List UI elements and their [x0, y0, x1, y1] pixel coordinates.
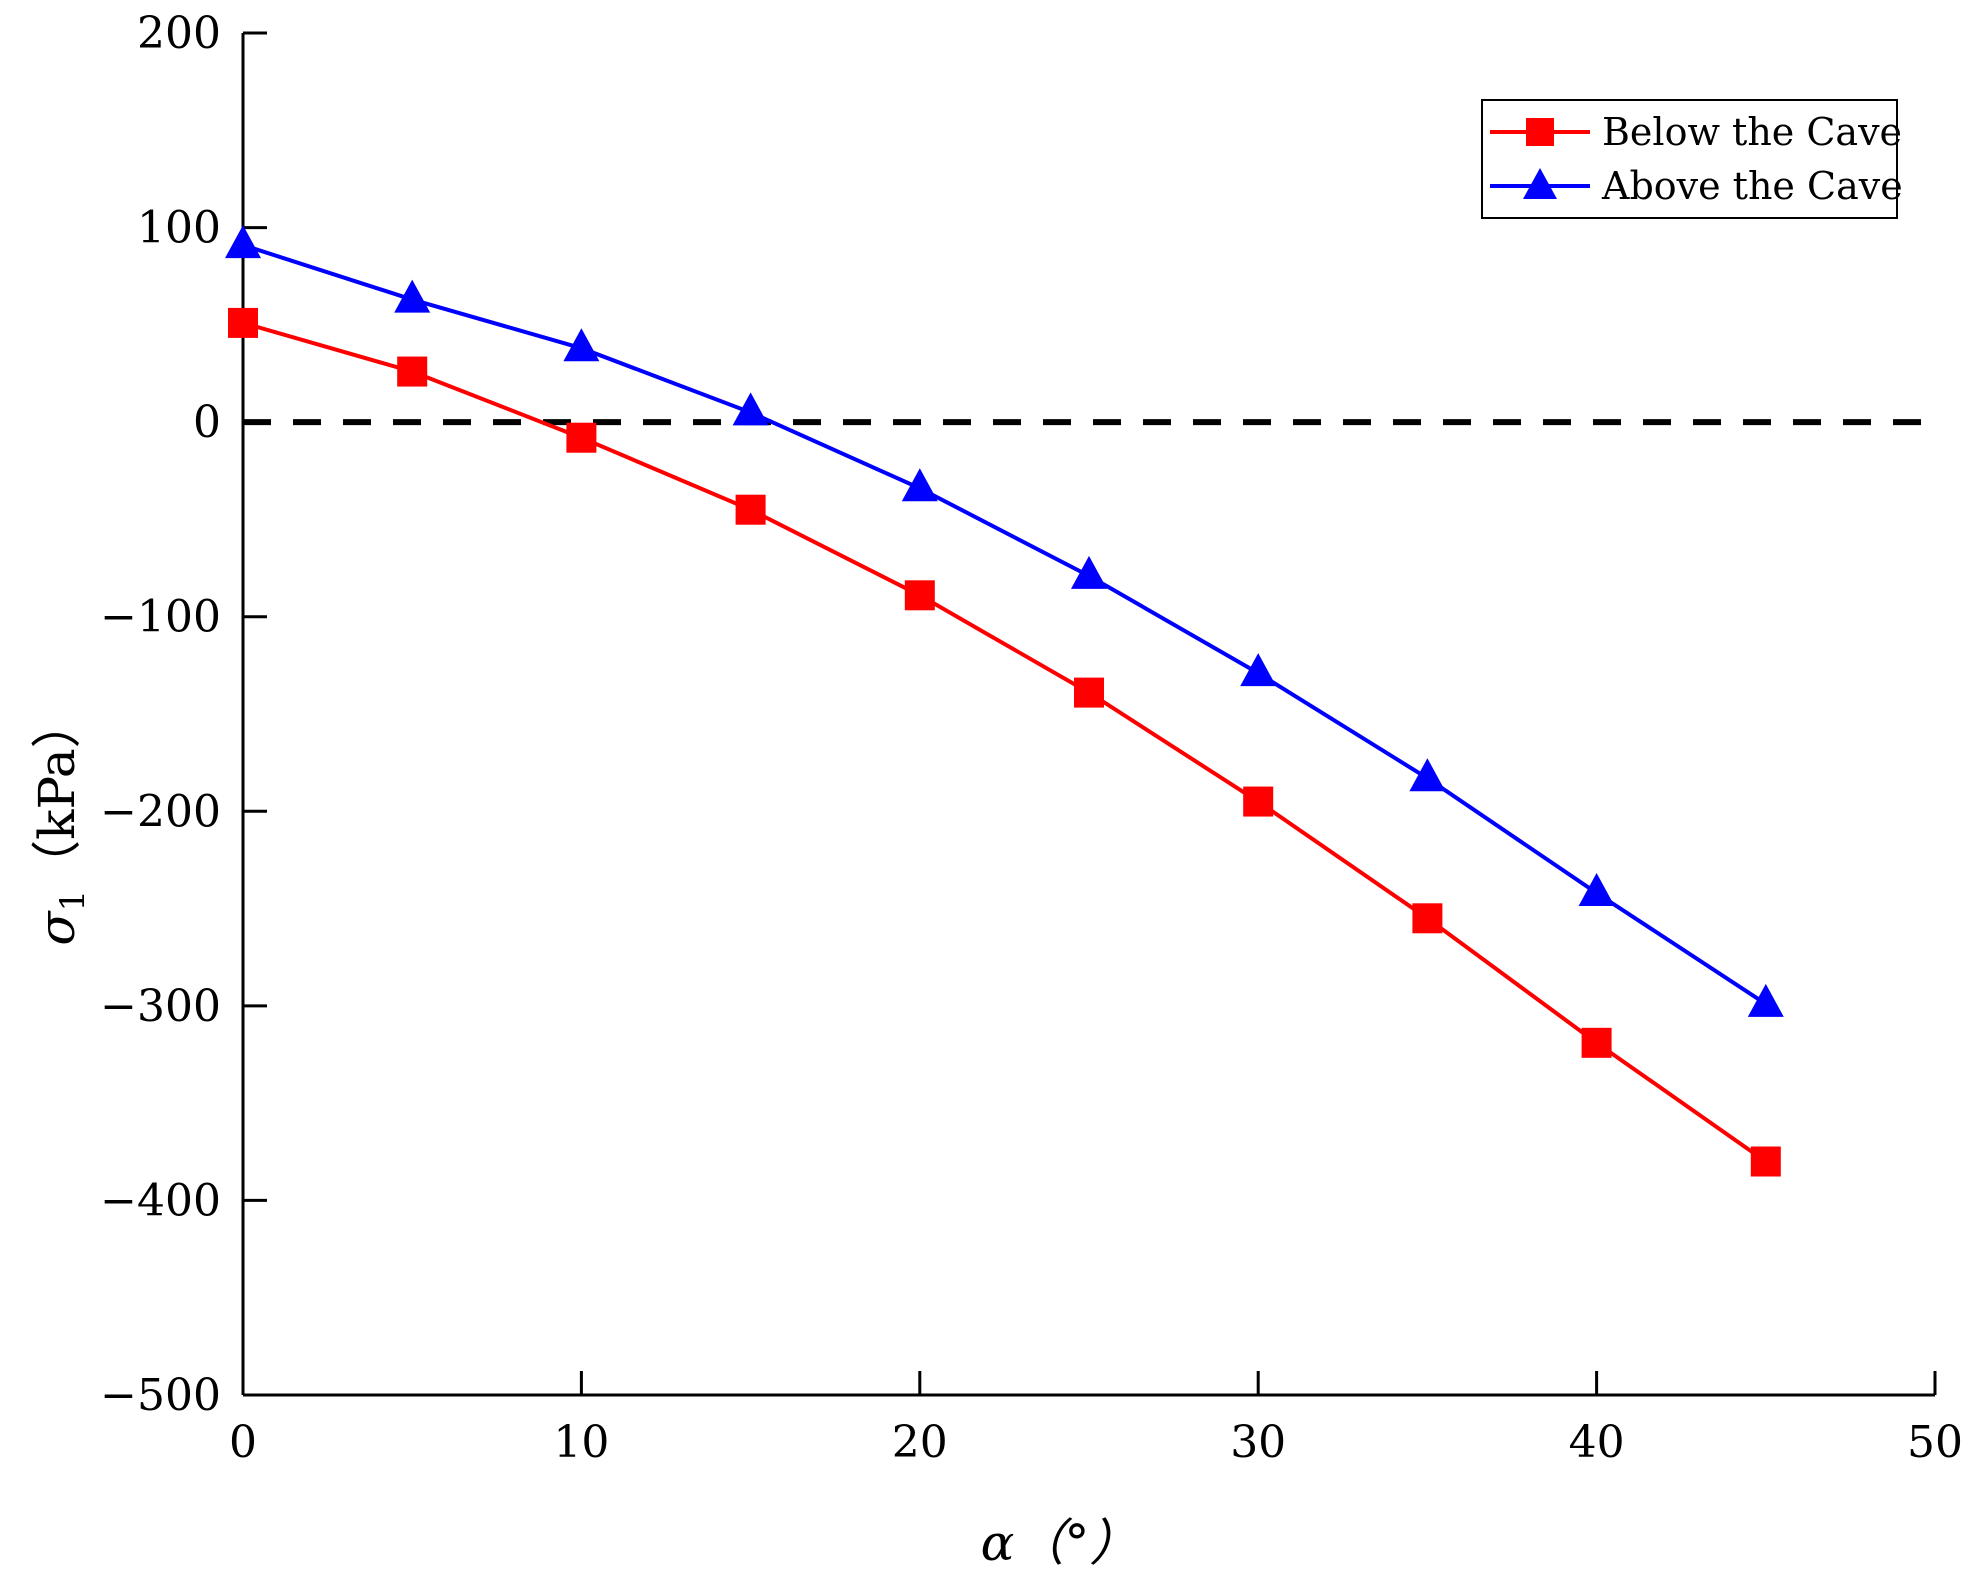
y-tick-label: −200 — [100, 786, 221, 837]
data-point-square — [397, 356, 428, 387]
x-tick-label: 0 — [229, 1417, 257, 1468]
data-point-square — [1750, 1146, 1781, 1177]
series-line-0 — [242, 320, 1767, 1164]
legend-marker-triangle — [1523, 168, 1557, 199]
data-point-triangle — [732, 392, 769, 426]
data-point-square — [735, 494, 766, 525]
legend-label-below: Below the Cave — [1602, 110, 1902, 154]
x-tick-label: 20 — [892, 1417, 948, 1468]
y-tick-label: 0 — [193, 397, 221, 448]
data-point-square — [1074, 677, 1104, 708]
legend-item-below-the-cave: Below the Cave — [1490, 110, 1902, 154]
legend: Below the Cave Above the Cave — [1481, 99, 1903, 219]
data-point-triangle — [1409, 758, 1446, 792]
x-axis-title: α（°） — [981, 1514, 1140, 1572]
x-tick-label: 50 — [1907, 1417, 1963, 1468]
y-tick-label: −300 — [100, 981, 221, 1032]
y-tick-label: 200 — [137, 8, 221, 59]
y-tick-label: −500 — [100, 1370, 221, 1421]
y-axis-symbol: σ — [28, 910, 86, 946]
data-point-square — [228, 307, 258, 338]
data-point-triangle — [225, 225, 261, 259]
y-axis-subscript: 1 — [53, 890, 93, 912]
legend-marker-square — [1526, 118, 1554, 146]
series-group — [225, 225, 1784, 1177]
data-point-square — [904, 580, 935, 611]
data-point-square — [566, 422, 597, 453]
data-point-triangle — [394, 279, 431, 313]
data-point-square — [1243, 786, 1274, 817]
ticks: −500 −400 −300 −200 −100 0 100 200 0 10 20 30 40 50 — [100, 8, 1963, 1468]
data-point-triangle — [1240, 653, 1277, 687]
data-point-triangle — [901, 468, 938, 502]
data-point-triangle — [1071, 555, 1107, 589]
legend-item-above-the-cave: Above the Cave — [1490, 164, 1903, 208]
x-tick-label: 40 — [1569, 1417, 1625, 1468]
data-point-square — [1581, 1027, 1612, 1058]
data-point-triangle — [1578, 873, 1615, 907]
y-tick-label: −400 — [100, 1175, 221, 1226]
legend-label-above: Above the Cave — [1601, 164, 1903, 208]
x-tick-label: 30 — [1230, 1417, 1286, 1468]
series-line-1 — [242, 243, 1767, 1006]
y-tick-label: −100 — [100, 592, 221, 643]
x-tick-label: 10 — [553, 1417, 609, 1468]
y-axis-title: σ1（kPa） — [28, 698, 93, 945]
y-axis-unit: （kPa） — [28, 698, 86, 890]
data-point-triangle — [563, 328, 600, 362]
svg-text:σ1（kPa）: σ1（kPa） — [28, 698, 93, 945]
data-point-square — [1412, 903, 1443, 934]
axes — [241, 33, 1935, 1397]
data-point-triangle — [1747, 983, 1784, 1017]
y-tick-label: 100 — [137, 203, 221, 254]
